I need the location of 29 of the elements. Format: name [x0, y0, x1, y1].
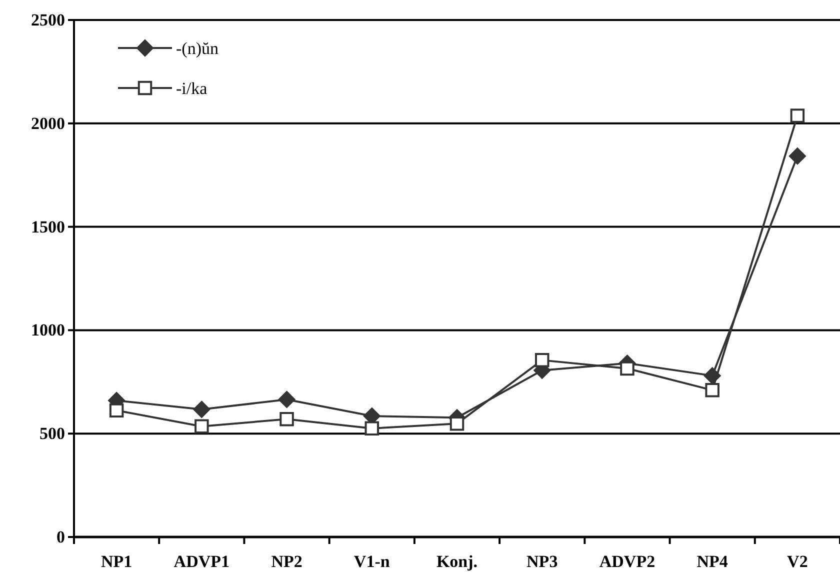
y-tick-label: 2500 — [31, 10, 65, 30]
x-tick-label: V2 — [787, 552, 808, 572]
x-tick-label: V1-n — [354, 552, 390, 572]
point — [534, 353, 550, 368]
point — [450, 416, 464, 431]
point — [364, 421, 380, 436]
x-tick-label: NP4 — [696, 552, 728, 572]
y-tick-label: 0 — [56, 527, 65, 546]
point — [790, 108, 805, 123]
legend-label: -i/ka — [176, 79, 208, 98]
y-tick-label: 1000 — [31, 320, 65, 340]
point — [278, 391, 296, 408]
x-tick-label: NP2 — [271, 552, 302, 572]
y-tick-label: 2000 — [31, 114, 65, 133]
y-tick-label: 1500 — [31, 217, 65, 236]
point — [789, 148, 806, 164]
x-tick-label: ADVP2 — [599, 552, 656, 572]
x-tick-label: ADVP1 — [174, 552, 230, 572]
point — [194, 419, 209, 434]
x-tick-label: NP1 — [100, 552, 132, 572]
point — [705, 383, 720, 398]
x-tick-label: Konj. — [436, 552, 478, 572]
x-tick-label: NP3 — [526, 552, 558, 572]
point — [280, 412, 294, 426]
point — [109, 403, 124, 418]
y-tick-label: 500 — [40, 424, 65, 444]
legend-label: -(n)ŭn — [176, 39, 219, 58]
point — [193, 400, 210, 418]
point — [620, 361, 634, 376]
